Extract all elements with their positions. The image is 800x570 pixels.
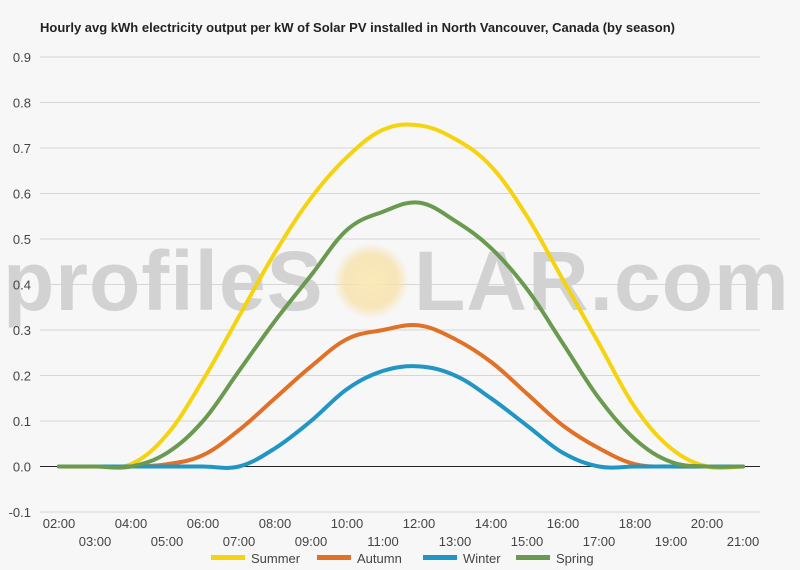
y-tick-label: 0.6 [13,187,31,202]
x-tick-label: 06:00 [187,516,220,531]
y-tick-label: 0.0 [13,460,31,475]
watermark-text-left: profileS [3,234,324,328]
x-tick-label: 11:00 [367,534,399,549]
y-tick-label: -0.1 [9,505,31,520]
x-tick-label: 05:00 [151,534,184,549]
legend[interactable]: Summer Autumn Winter Spring [211,551,594,566]
series-line-spring [57,200,745,470]
axis-layer: -0.10.00.10.20.30.40.50.60.70.80.902:000… [9,50,760,549]
x-tick-label: 18:00 [619,516,652,531]
x-tick-label: 02:00 [43,516,76,531]
x-tick-label: 14:00 [475,516,508,531]
x-tick-label: 13:00 [439,534,472,549]
y-tick-label: 0.9 [13,50,31,65]
y-tick-label: 0.5 [13,232,31,247]
x-tick-label: 20:00 [691,516,724,531]
series-line-autumn [57,323,745,469]
watermark-text-right: LAR.com [414,234,790,328]
x-tick-label: 04:00 [115,516,148,531]
y-tick-label: 0.4 [13,278,31,293]
x-tick-label: 19:00 [655,534,688,549]
watermark-sun-icon [333,243,409,319]
x-tick-label: 08:00 [259,516,292,531]
legend-swatch [211,555,245,560]
legend-swatch [423,555,457,560]
x-tick-label: 12:00 [403,516,436,531]
legend-swatch [317,555,351,560]
legend-swatch [516,555,550,560]
legend-label: Autumn [357,551,402,566]
legend-item-summer[interactable]: Summer [211,551,301,566]
legend-item-spring[interactable]: Spring [516,551,594,566]
x-tick-label: 17:00 [583,534,616,549]
x-tick-label: 15:00 [511,534,544,549]
x-tick-label: 07:00 [223,534,256,549]
series-line-winter [57,364,745,470]
legend-item-autumn[interactable]: Autumn [317,551,402,566]
y-tick-label: 0.8 [13,96,31,111]
series-line-summer [57,122,745,470]
x-tick-label: 03:00 [79,534,112,549]
chart-title: Hourly avg kWh electricity output per kW… [40,20,675,35]
y-tick-label: 0.3 [13,323,31,338]
x-tick-label: 09:00 [295,534,328,549]
x-tick-label: 21:00 [727,534,760,549]
legend-item-winter[interactable]: Winter [423,551,501,566]
legend-label: Winter [463,551,501,566]
y-tick-label: 0.7 [13,141,31,156]
legend-label: Summer [251,551,301,566]
x-tick-label: 16:00 [547,516,580,531]
y-tick-label: 0.1 [13,414,31,429]
watermark: profileS LAR.com [3,234,790,328]
y-tick-label: 0.2 [13,369,31,384]
series-layer [57,122,745,470]
x-tick-label: 10:00 [331,516,364,531]
legend-label: Spring [556,551,594,566]
